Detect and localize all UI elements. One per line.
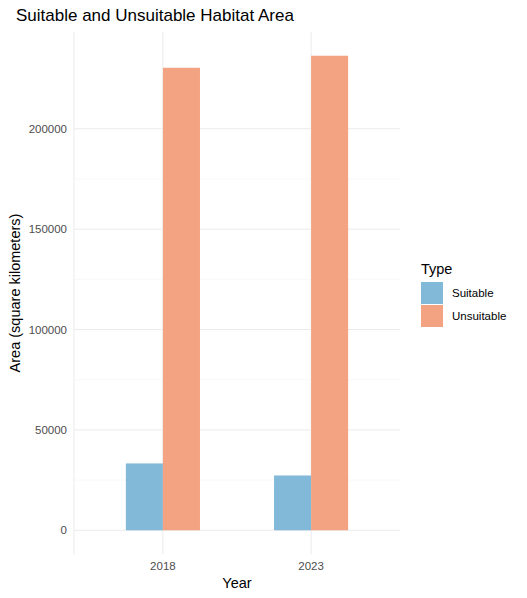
bar	[274, 475, 311, 530]
x-tick-label: 2023	[298, 560, 324, 572]
y-axis-label: Area (square kilometers)	[7, 214, 23, 373]
bars	[126, 56, 348, 531]
grid-line	[74, 429, 400, 430]
x-axis-label: Year	[222, 575, 251, 591]
y-tick-label: 150000	[29, 223, 67, 235]
legend: TypeSuitable Unsuitable	[421, 261, 506, 327]
grid	[74, 32, 400, 554]
y-tick-label: 200000	[29, 123, 67, 135]
chart: 0 50000 100000 150000 200000 2018 2023 Suitable…	[0, 0, 527, 598]
grid-line	[74, 128, 400, 129]
minor-grid-line	[74, 178, 400, 179]
minor-grid-line	[74, 480, 400, 481]
y-tick-label: 100000	[29, 324, 67, 336]
bar	[163, 68, 200, 531]
legend-label: Unsuitable	[452, 310, 506, 322]
bar	[126, 463, 163, 530]
y-tick-label: 50000	[35, 424, 67, 436]
title: Suitable and Unsuitable Habitat Area	[16, 6, 294, 25]
y-axis-line	[74, 32, 75, 554]
x-tick-label: 2018	[150, 560, 176, 572]
bar	[311, 56, 348, 531]
minor-grid-line	[74, 279, 400, 280]
legend-key	[421, 282, 443, 304]
legend-title: Type	[421, 261, 452, 277]
grid-line	[74, 329, 400, 330]
grid-line	[74, 530, 400, 531]
chart-container: 0 50000 100000 150000 200000 2018 2023 Suitable…	[0, 0, 527, 598]
legend-key	[421, 305, 443, 327]
legend-label: Suitable	[452, 287, 494, 299]
grid-line	[74, 229, 400, 230]
y-tick-label: 0	[61, 524, 67, 536]
minor-grid-line	[74, 379, 400, 380]
